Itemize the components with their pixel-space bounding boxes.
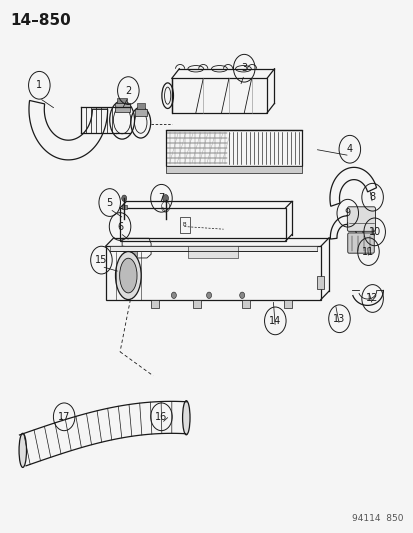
Text: 2: 2 — [125, 86, 131, 95]
Text: B: B — [182, 222, 185, 228]
Bar — [180, 217, 190, 233]
Ellipse shape — [182, 401, 190, 435]
Bar — [151, 300, 159, 308]
Bar — [165, 166, 301, 173]
Bar — [171, 78, 266, 113]
Text: 14–850: 14–850 — [10, 13, 71, 28]
Bar — [109, 246, 316, 251]
Circle shape — [239, 292, 244, 298]
Text: 4: 4 — [346, 144, 352, 154]
Bar — [121, 205, 126, 209]
Text: 3: 3 — [241, 63, 247, 73]
Text: 8: 8 — [369, 192, 375, 202]
Bar — [188, 246, 237, 258]
Bar — [316, 276, 323, 289]
Circle shape — [121, 195, 126, 201]
Bar — [192, 300, 200, 308]
Text: 17: 17 — [58, 412, 70, 422]
Bar — [242, 300, 250, 308]
FancyBboxPatch shape — [347, 233, 373, 253]
Ellipse shape — [19, 433, 26, 467]
Bar — [134, 109, 147, 116]
Text: 9: 9 — [344, 208, 350, 218]
Bar — [165, 130, 301, 166]
Text: 94114  850: 94114 850 — [351, 514, 403, 523]
Bar — [105, 246, 320, 300]
Text: 5: 5 — [106, 198, 113, 207]
Text: 11: 11 — [361, 247, 374, 256]
Bar — [283, 300, 291, 308]
Text: 13: 13 — [332, 314, 345, 324]
Text: 6: 6 — [117, 222, 123, 231]
Text: 10: 10 — [368, 227, 380, 237]
Circle shape — [171, 292, 176, 298]
Text: 12: 12 — [366, 294, 378, 303]
Text: 16: 16 — [155, 412, 167, 422]
Text: 1: 1 — [36, 80, 42, 90]
FancyBboxPatch shape — [347, 207, 375, 231]
Bar — [136, 103, 145, 109]
Circle shape — [206, 292, 211, 298]
Bar — [117, 98, 127, 103]
Text: 7: 7 — [158, 193, 164, 203]
Text: 15: 15 — [95, 255, 107, 265]
Bar — [129, 248, 136, 256]
Circle shape — [162, 195, 168, 202]
Ellipse shape — [119, 259, 137, 293]
Ellipse shape — [115, 252, 141, 300]
Bar — [114, 103, 129, 112]
Bar — [120, 208, 285, 241]
Text: 14: 14 — [268, 316, 281, 326]
